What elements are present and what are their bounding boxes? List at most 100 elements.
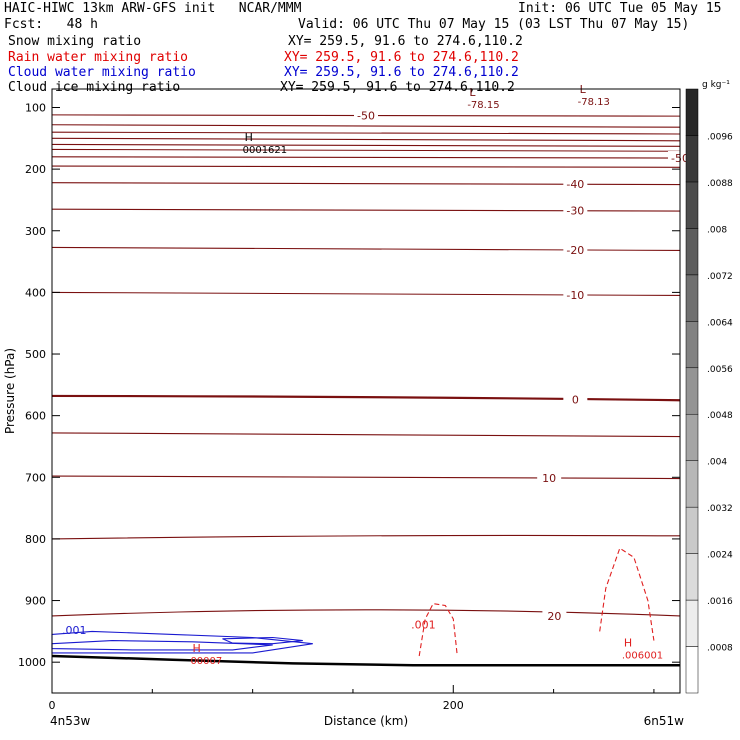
isotherm-label-bg: [537, 471, 562, 484]
isotherm-label-bg: [563, 242, 588, 255]
y-tick-label: 300: [25, 225, 46, 238]
colorbar-tick-label: .0024: [707, 551, 733, 561]
colorbar-tick-label: .0072: [707, 272, 733, 282]
field-xy-cloud-ice: XY= 259.5, 91.6 to 274.6,110.2: [280, 80, 515, 95]
init-time: Init: 06 UTC Tue 05 May 15: [518, 1, 722, 16]
colorbar-bin: [685, 274, 699, 322]
isotherm-label: -30: [566, 205, 584, 218]
extremum-value: 00007: [190, 656, 222, 667]
cloud-water-contour: [51, 640, 273, 651]
colorbar-bin: [685, 460, 699, 508]
isotherm-line: [51, 534, 681, 540]
extremum-marker: H: [192, 642, 200, 655]
field-xy-snow: XY= 259.5, 91.6 to 274.6,110.2: [288, 34, 523, 49]
y-tick-label: 200: [25, 163, 46, 176]
isotherm-line: [51, 394, 681, 402]
isotherm-label: 0: [572, 394, 579, 407]
colorbar-tick-label: .0064: [707, 318, 733, 328]
y-tick-label: 100: [25, 101, 46, 114]
valid-time: Valid: 06 UTC Thu 07 May 15 (03 LST Thu …: [298, 17, 690, 32]
x-end-label: 6n51w: [644, 714, 685, 728]
colorbar-bin: [685, 367, 699, 415]
surface-line: [51, 654, 680, 667]
isotherm-label-bg: [563, 287, 588, 300]
colorbar-bin: [685, 553, 699, 601]
colorbar: .0008 .0016 .0024 .0032 .004 .0048 .0056 .0064.…: [685, 80, 733, 694]
x-tick-label: 200: [443, 699, 464, 712]
isotherm-label: -40: [566, 178, 584, 191]
isotherm-line: [51, 182, 681, 186]
colorbar-tick-label: .0048: [707, 411, 733, 421]
ground-area: [52, 656, 680, 693]
x-tick-label: 0: [49, 699, 56, 712]
y-tick-label: 500: [25, 348, 46, 361]
y-tick-label: 700: [25, 471, 46, 484]
forecast-hour: Fcst: 48 h: [4, 17, 98, 32]
colorbar-tick-label: .0088: [707, 179, 733, 189]
isotherm-label-bg: [563, 203, 588, 216]
isotherm-line: [51, 143, 681, 147]
colorbar-tick-label: .0016: [707, 597, 733, 607]
isotherm-label: 10: [542, 472, 556, 485]
colorbar-tick-label: .0096: [707, 132, 733, 142]
isotherm-line: [51, 165, 681, 168]
extremum-value: -78.15: [467, 100, 499, 111]
cloud-water-contour: [222, 636, 303, 645]
colorbar-bin: [685, 413, 699, 461]
isotherm-label-bg: [354, 108, 378, 121]
extremum-value: 0001621: [243, 145, 288, 156]
field-label-cloud-ice: Cloud ice mixing ratio: [8, 80, 181, 95]
x-axis-label: Distance (km): [324, 714, 408, 728]
plot-frame: [51, 88, 681, 694]
extremum-marker: H: [245, 131, 253, 144]
isotherm-label-bg: [563, 177, 588, 190]
ground-fill-layer: [51, 654, 680, 693]
y-tick-label: 800: [25, 533, 46, 546]
extremum-value: .006001: [622, 651, 663, 662]
colorbar-bin: [685, 599, 699, 647]
isotherm-line: [51, 156, 681, 159]
y-tick-label: 600: [25, 410, 46, 423]
isotherm-label-bg: [542, 608, 567, 621]
extremum-marker: L: [469, 86, 476, 99]
isotherm-line: [51, 131, 681, 135]
colorbar-tick-label: .004: [707, 458, 727, 468]
isotherm-line: [51, 291, 681, 297]
cloud-water-label: .001: [62, 624, 87, 637]
colorbar-bin: [685, 88, 699, 136]
isotherm-label: -50: [357, 110, 375, 123]
isotherm-line: [51, 432, 681, 438]
isotherm-line: [51, 208, 681, 212]
colorbar-tick-label: .008: [707, 225, 727, 235]
isotherm-label-bg: [563, 392, 588, 405]
field-xy-cloud-water: XY= 259.5, 91.6 to 274.6,110.2: [284, 65, 519, 80]
isotherm-label: 20: [547, 610, 561, 623]
isotherm-line: [51, 609, 681, 617]
y-tick-label: 1000: [18, 656, 46, 669]
field-label-snow: Snow mixing ratio: [8, 34, 142, 49]
field-label-rain: Rain water mixing ratio: [8, 50, 189, 65]
contour-labels: -50-50-40-30-20-1001020.001.001H0001621L…: [62, 83, 692, 667]
isotherm-line: [51, 148, 681, 152]
rain-water-label: .001: [411, 618, 436, 631]
isotherm-line: [51, 246, 681, 252]
field-xy-rain: XY= 259.5, 91.6 to 274.6,110.2: [284, 50, 519, 65]
colorbar-bin: [685, 321, 699, 369]
extremum-marker: H: [624, 637, 632, 650]
isotherm-line: [51, 124, 681, 128]
colorbar-bin: [685, 506, 699, 554]
x-start-label: 4n53w: [50, 714, 91, 728]
colorbar-bin: [685, 135, 699, 183]
field-label-cloud-water: Cloud water mixing ratio: [8, 65, 196, 80]
y-tick-label: 400: [25, 286, 46, 299]
colorbar-bin: [685, 228, 699, 276]
isotherm-label: -10: [566, 289, 584, 302]
model-title: HAIC-HIWC 13km ARW-GFS init NCAR/MMM: [4, 1, 302, 16]
isotherm-line: [51, 137, 681, 142]
colorbar-tick-label: .0008: [707, 644, 733, 654]
isotherm-line: [51, 475, 681, 480]
rain-water-contour: [418, 602, 458, 657]
colorbar-bin: [685, 646, 699, 694]
